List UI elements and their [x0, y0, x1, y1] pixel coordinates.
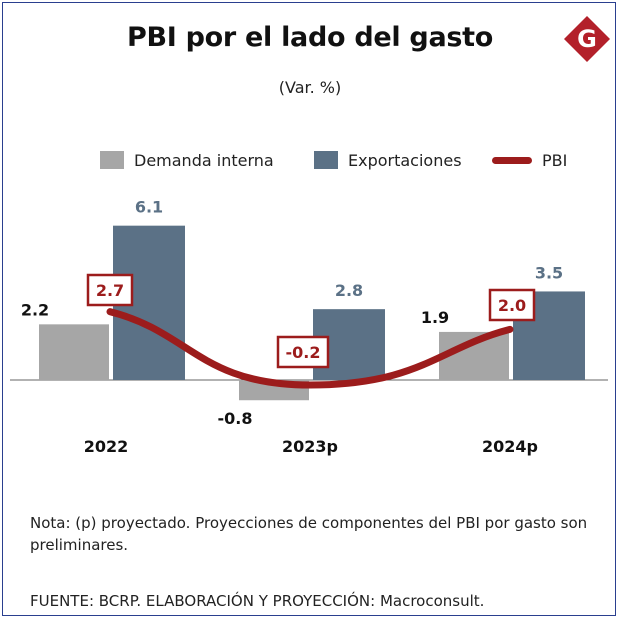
gestion-logo-icon: G: [564, 16, 610, 62]
label-demanda-2022: 2.2: [21, 300, 49, 319]
legend-label-demanda: Demanda interna: [134, 150, 274, 170]
pbi-label-box-2024p: [488, 288, 536, 322]
label-demanda-2023p: -0.8: [218, 409, 253, 428]
bar-demanda-2022: [39, 324, 109, 380]
label-demanda-2024p: 1.9: [421, 308, 449, 327]
legend-item-pbi: PBI: [492, 148, 567, 172]
pbi-label-box-2022: [86, 273, 134, 307]
chart-title: PBI por el lado del gasto: [127, 22, 493, 53]
legend-swatch-exportaciones: [314, 151, 338, 169]
label-pbi-2024p: 2.0: [498, 296, 526, 315]
label-pbi-2023p: -0.2: [286, 343, 321, 362]
chart-note: Nota: (p) proyectado. Proyecciones de co…: [30, 514, 588, 554]
bar-line-chart: 2.2 6.1 2022 -0.8 2.8 2023p 1.9 3.5 2024p 2.7 -0.2…: [10, 198, 608, 456]
chart-source: FUENTE: BCRP. ELABORACIÓN Y PROYECCIÓN: …: [30, 592, 485, 610]
legend-swatch-pbi: [492, 156, 532, 164]
chart-subtitle: (Var. %): [278, 78, 342, 97]
label-exportaciones-2024p: 3.5: [535, 263, 563, 282]
label-pbi-2022: 2.7: [96, 281, 124, 300]
pbi-label-box-2023p: [276, 335, 330, 369]
label-exportaciones-2022: 6.1: [135, 198, 163, 217]
legend: Demanda interna Exportaciones PBI: [0, 148, 620, 172]
label-exportaciones-2023p: 2.8: [335, 281, 363, 300]
pbi-line: [106, 308, 514, 389]
legend-swatch-demanda: [100, 151, 124, 169]
legend-label-exportaciones: Exportaciones: [348, 150, 462, 170]
legend-item-demanda: Demanda interna: [100, 148, 274, 172]
logo-letter: G: [577, 25, 597, 53]
x-tick-2024p: 2024p: [482, 437, 538, 456]
legend-label-pbi: PBI: [542, 150, 568, 170]
legend-item-exportaciones: Exportaciones: [314, 148, 462, 172]
x-tick-2022: 2022: [84, 437, 129, 456]
x-tick-2023p: 2023p: [282, 437, 338, 456]
